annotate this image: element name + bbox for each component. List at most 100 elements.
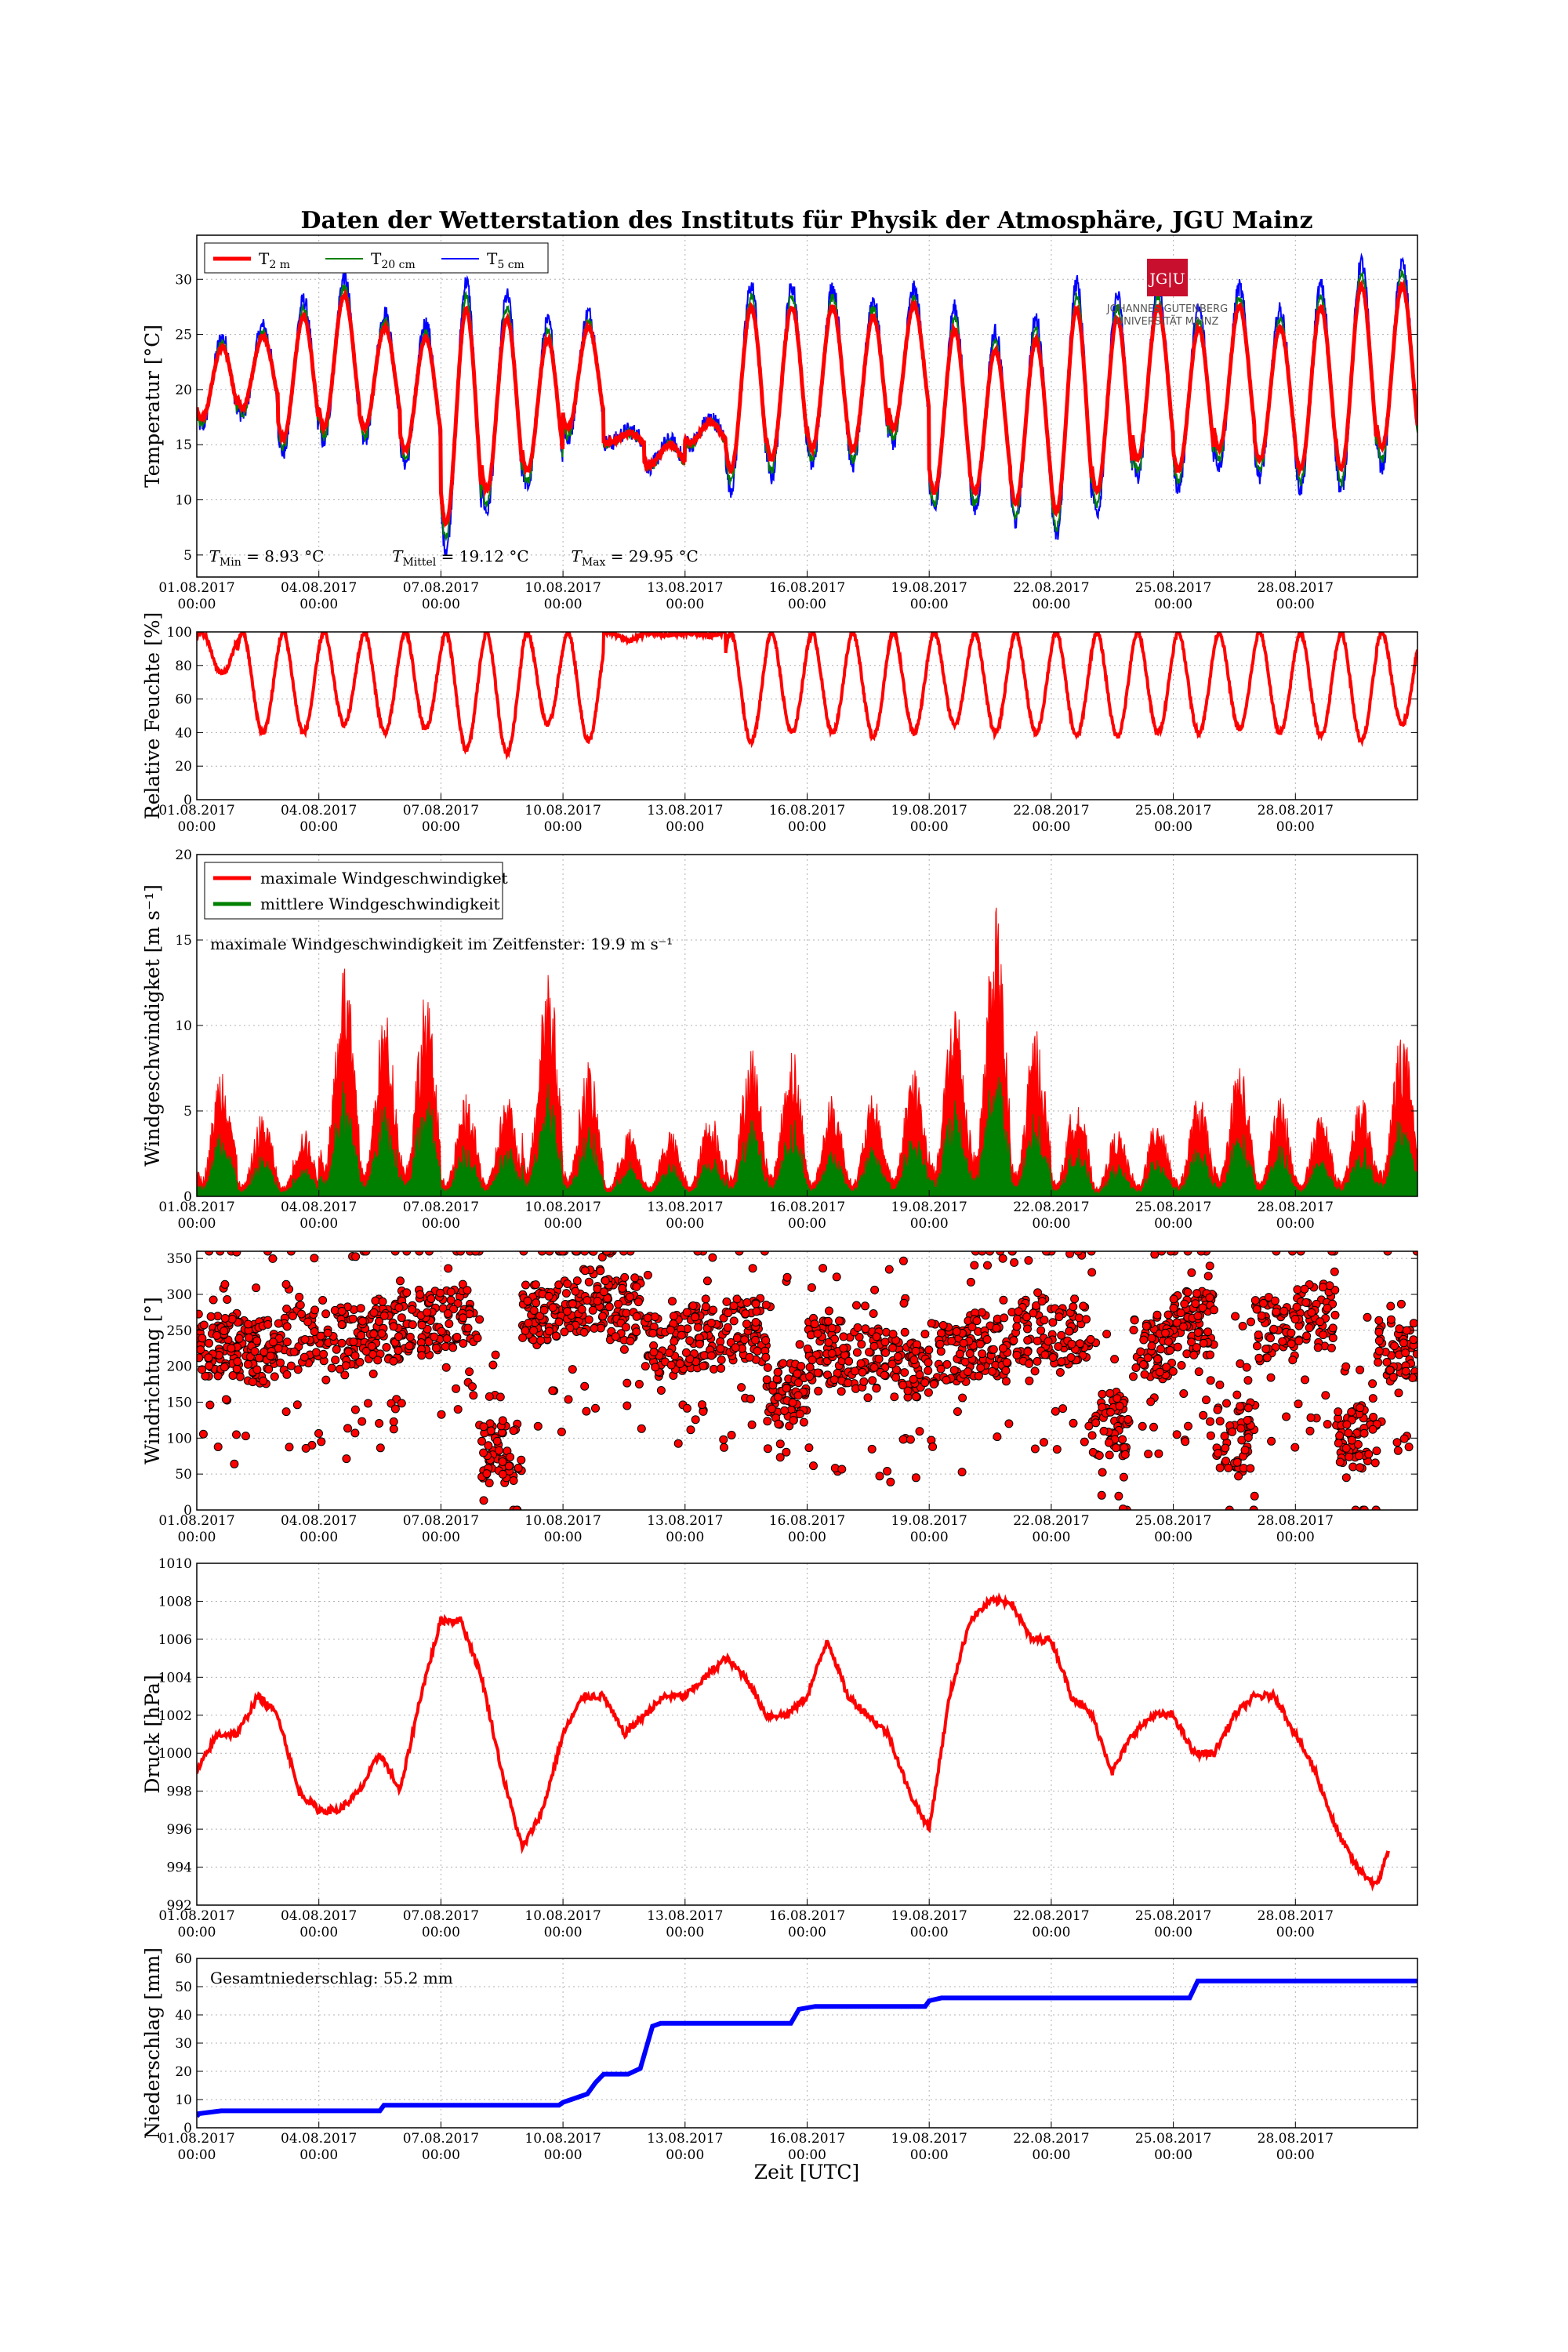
- x-tick-label-date: 13.08.2017: [647, 803, 723, 818]
- scatter-point: [1169, 1294, 1178, 1304]
- scatter-point: [710, 1364, 718, 1374]
- x-tick-label-date: 16.08.2017: [769, 1200, 845, 1215]
- scatter-point: [1142, 1322, 1151, 1330]
- scatter-point: [775, 1439, 785, 1449]
- scatter-point: [780, 1406, 789, 1415]
- scatter-point: [1327, 1343, 1336, 1352]
- scatter-point: [717, 1356, 726, 1364]
- y-tick-label: 0: [183, 1189, 192, 1205]
- scatter-point: [1037, 1297, 1047, 1306]
- scatter-point: [1032, 1301, 1041, 1310]
- scatter-point: [861, 1301, 869, 1311]
- scatter-point: [281, 1407, 291, 1417]
- scatter-point: [1179, 1389, 1189, 1398]
- scatter-point: [241, 1432, 250, 1441]
- scatter-point: [1036, 1326, 1046, 1335]
- scatter-point: [319, 1349, 328, 1359]
- scatter-point: [1278, 1337, 1287, 1346]
- x-tick-label-time: 00:00: [1032, 819, 1070, 835]
- scatter-point: [665, 1348, 674, 1358]
- scatter-point: [1105, 1388, 1115, 1398]
- scatter-point: [824, 1338, 833, 1347]
- scatter-point: [1290, 1443, 1300, 1452]
- scatter-point: [1368, 1394, 1377, 1403]
- scatter-point: [394, 1346, 403, 1356]
- scatter-point: [782, 1384, 791, 1393]
- scatter-point: [844, 1356, 854, 1366]
- scatter-point: [469, 1391, 478, 1400]
- scatter-point: [1099, 1426, 1109, 1436]
- scatter-point: [529, 1326, 539, 1335]
- x-tick-label-date: 10.08.2017: [524, 2131, 601, 2147]
- scatter-point: [1029, 1308, 1038, 1318]
- scatter-point: [1055, 1368, 1065, 1377]
- scatter-point: [1401, 1348, 1410, 1358]
- scatter-point: [602, 1251, 612, 1256]
- scatter-point: [1097, 1490, 1106, 1500]
- scatter-point: [1184, 1421, 1192, 1431]
- scatter-point: [886, 1477, 895, 1486]
- scatter-point: [1010, 1258, 1019, 1267]
- scatter-point: [829, 1375, 839, 1385]
- scatter-point: [486, 1426, 495, 1436]
- scatter-point: [209, 1295, 218, 1305]
- scatter-point: [1234, 1472, 1243, 1481]
- x-tick-label-time: 00:00: [544, 2147, 583, 2163]
- scatter-point: [762, 1375, 771, 1385]
- scatter-point: [656, 1386, 666, 1395]
- x-tick-label-date: 10.08.2017: [524, 803, 601, 818]
- x-tick-label-time: 00:00: [788, 1216, 826, 1232]
- scatter-point: [1386, 1301, 1396, 1311]
- x-tick-label-date: 25.08.2017: [1135, 1908, 1211, 1924]
- scatter-point: [775, 1453, 785, 1462]
- scatter-point: [793, 1378, 803, 1388]
- scatter-point: [445, 1319, 454, 1328]
- scatter-point: [1253, 1341, 1261, 1351]
- x-tick-label-time: 00:00: [1154, 1925, 1192, 1940]
- scatter-point: [296, 1301, 305, 1310]
- scatter-point: [974, 1371, 983, 1381]
- wind_speed-ylabel: Windgeschwindigket [m s⁻¹]: [141, 884, 164, 1167]
- scatter-point: [985, 1251, 994, 1256]
- scatter-point: [373, 1356, 383, 1365]
- scatter-point: [382, 1343, 391, 1352]
- scatter-point: [492, 1436, 502, 1446]
- scatter-point: [1318, 1283, 1327, 1292]
- x-tick-label-time: 00:00: [178, 2147, 216, 2163]
- x-tick-label-time: 00:00: [1276, 819, 1315, 835]
- scatter-point: [893, 1352, 902, 1361]
- scatter-point: [468, 1382, 477, 1392]
- y-tick-label: 60: [175, 692, 192, 708]
- scatter-point: [681, 1348, 691, 1357]
- scatter-point: [264, 1364, 274, 1374]
- scatter-point: [1199, 1338, 1208, 1348]
- scatter-point: [402, 1251, 412, 1256]
- scatter-point: [972, 1316, 982, 1326]
- scatter-point: [1321, 1391, 1330, 1400]
- scatter-point: [761, 1352, 771, 1362]
- scatter-point: [377, 1329, 387, 1338]
- scatter-point: [729, 1301, 739, 1311]
- x-tick-label-time: 00:00: [422, 1216, 460, 1232]
- x-tick-label-date: 10.08.2017: [524, 580, 601, 596]
- scatter-point: [693, 1323, 702, 1332]
- x-tick-label-time: 00:00: [666, 1216, 704, 1232]
- scatter-point: [375, 1419, 384, 1428]
- scatter-point: [853, 1323, 862, 1332]
- x-tick-label-date: 01.08.2017: [158, 2131, 234, 2147]
- scatter-point: [928, 1442, 938, 1451]
- x-tick-label-date: 28.08.2017: [1258, 1908, 1334, 1924]
- x-tick-label-date: 22.08.2017: [1013, 580, 1089, 596]
- scatter-point: [719, 1435, 728, 1444]
- scatter-point: [564, 1395, 573, 1404]
- scatter-point: [1155, 1367, 1164, 1377]
- scatter-point: [1110, 1355, 1120, 1364]
- y-tick-label: 1004: [158, 1670, 192, 1686]
- scatter-point: [252, 1283, 261, 1293]
- scatter-point: [248, 1377, 257, 1387]
- scatter-point: [479, 1422, 488, 1432]
- scatter-point: [551, 1331, 561, 1341]
- scatter-point: [996, 1251, 1005, 1256]
- scatter-point: [1374, 1346, 1384, 1356]
